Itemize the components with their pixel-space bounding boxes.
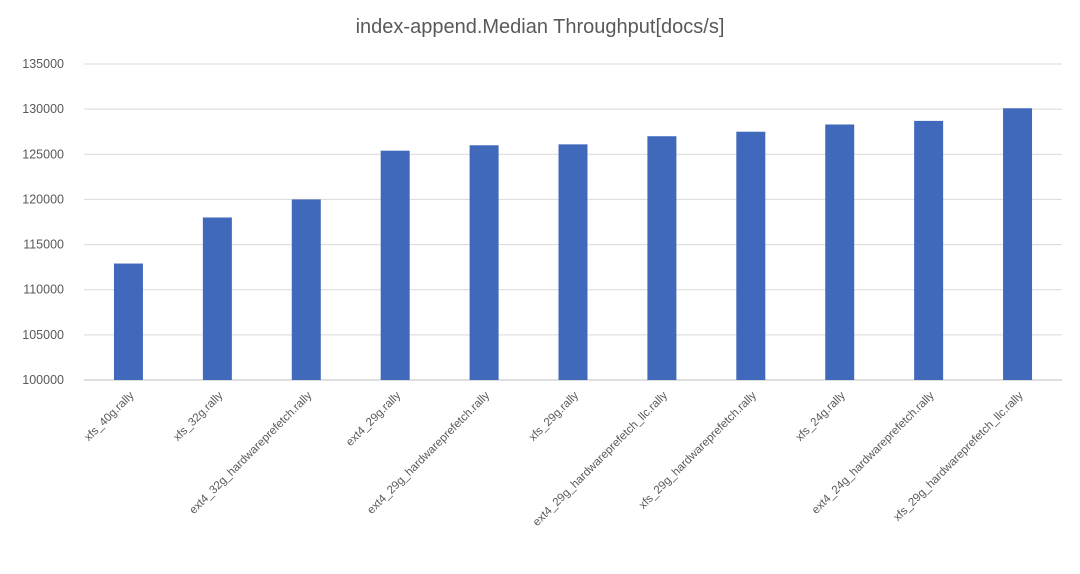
bar bbox=[202, 217, 232, 380]
x-tick-label: xfs_29g.rally bbox=[527, 389, 581, 443]
x-tick-label: ext4_29g.rally bbox=[344, 389, 403, 448]
y-tick-label: 105000 bbox=[22, 328, 64, 342]
y-tick-label: 115000 bbox=[23, 238, 64, 252]
bar bbox=[380, 150, 410, 380]
y-tick-label: 135000 bbox=[22, 57, 64, 71]
bar bbox=[914, 120, 944, 380]
bar bbox=[1003, 108, 1033, 381]
bar bbox=[113, 263, 143, 380]
bar bbox=[647, 136, 677, 380]
x-tick-label: xfs_32g.rally bbox=[171, 389, 225, 443]
chart-title: index-append.Median Throughput[docs/s] bbox=[355, 16, 725, 38]
y-tick-label: 125000 bbox=[22, 147, 64, 161]
x-tick-label: xfs_40g.rally bbox=[82, 389, 136, 443]
y-axis: 100000 105000 110000 115000 120000 125000 1300… bbox=[22, 57, 64, 387]
bar bbox=[558, 144, 588, 380]
x-tick-label: xfs_24g.rally bbox=[794, 389, 848, 443]
bars bbox=[113, 108, 1033, 381]
y-tick-label: 120000 bbox=[22, 192, 64, 206]
y-tick-label: 110000 bbox=[23, 283, 64, 297]
y-tick-label: 130000 bbox=[22, 102, 64, 116]
bar bbox=[825, 124, 855, 381]
x-axis-labels: xfs_40g.rally xfs_32g.rallyext4_32g_hardw… bbox=[82, 389, 1025, 528]
bar bbox=[736, 131, 766, 380]
y-tick-label: 100000 bbox=[22, 373, 64, 387]
bar bbox=[291, 199, 321, 380]
bar bbox=[469, 145, 499, 380]
